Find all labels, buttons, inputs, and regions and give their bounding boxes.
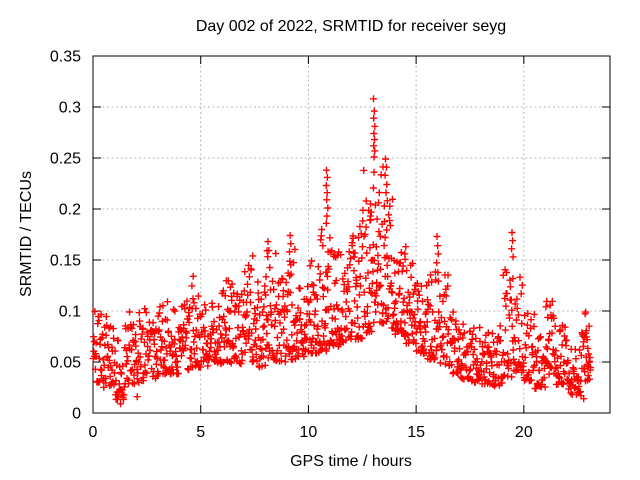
- y-tick-labels: 0 0.05 0.1 0.15 0.2 0.25 0.3 0.35: [50, 49, 81, 423]
- grid-path: [93, 56, 610, 413]
- y-tick-label: 0: [72, 406, 81, 423]
- tick-marks-path: [92, 55, 610, 414]
- chart-title: Day 002 of 2022, SRMTID for receiver sey…: [196, 18, 506, 35]
- y-tick-label: 0.2: [59, 202, 81, 219]
- scatter-points-path: [89, 95, 594, 408]
- y-tick-label: 0.05: [50, 355, 81, 372]
- y-tick-label: 0.35: [50, 49, 81, 66]
- y-axis-label: SRMTID / TECUs: [18, 171, 35, 297]
- gridlines: [93, 56, 610, 413]
- plot-frame: [92, 55, 611, 414]
- x-tick-label: 5: [196, 424, 205, 441]
- y-tick-label: 0.1: [59, 304, 81, 321]
- y-tick-label: 0.3: [59, 100, 81, 117]
- x-tick-label: 15: [407, 424, 425, 441]
- plot-border: [92, 55, 611, 414]
- x-tick-label: 10: [300, 424, 318, 441]
- x-tick-label: 0: [89, 424, 98, 441]
- axis-tick-marks: [92, 55, 610, 414]
- x-axis-label: GPS time / hours: [290, 453, 412, 470]
- x-tick-labels: 0 5 10 15 20: [89, 424, 533, 441]
- data-points: [89, 95, 594, 408]
- y-tick-label: 0.15: [50, 253, 81, 270]
- y-tick-label: 0.25: [50, 151, 81, 168]
- x-tick-label: 20: [515, 424, 533, 441]
